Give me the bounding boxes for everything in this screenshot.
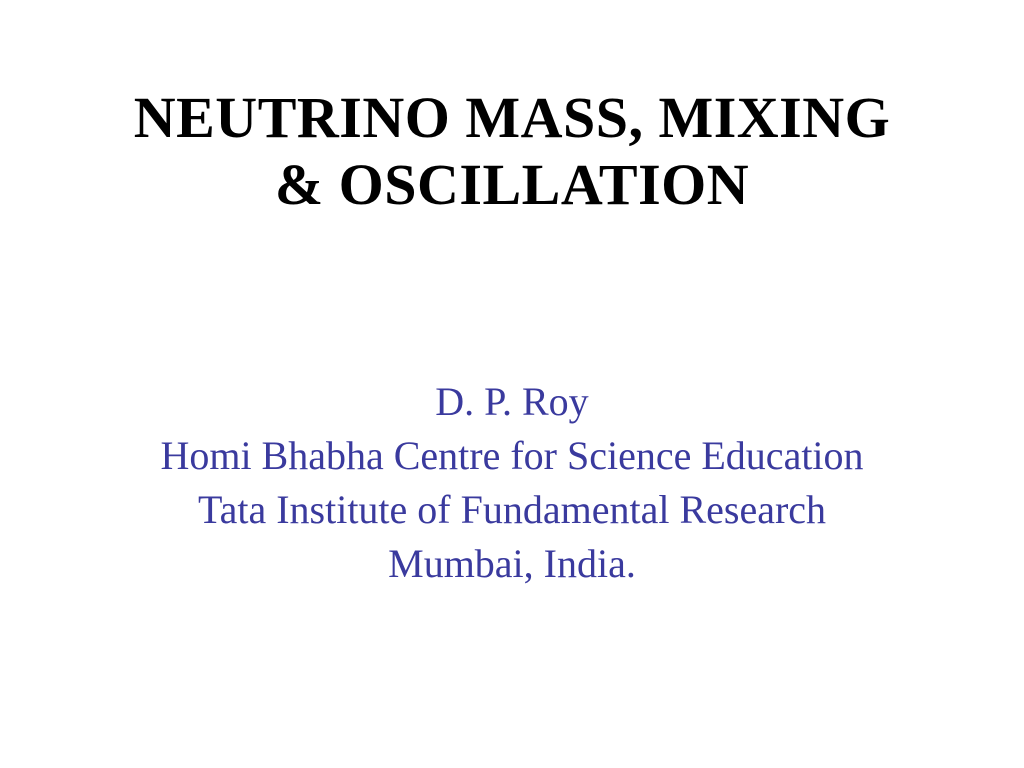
- author-affiliation-2: Tata Institute of Fundamental Research: [0, 483, 1024, 537]
- title-line-2: & OSCILLATION: [0, 152, 1024, 219]
- author-affiliation-1: Homi Bhabha Centre for Science Education: [0, 429, 1024, 483]
- title-block: NEUTRINO MASS, MIXING & OSCILLATION: [0, 85, 1024, 218]
- author-name: D. P. Roy: [0, 375, 1024, 429]
- title-line-1: NEUTRINO MASS, MIXING: [0, 85, 1024, 152]
- author-location: Mumbai, India.: [0, 537, 1024, 591]
- slide-container: NEUTRINO MASS, MIXING & OSCILLATION D. P…: [0, 0, 1024, 768]
- author-block: D. P. Roy Homi Bhabha Centre for Science…: [0, 375, 1024, 591]
